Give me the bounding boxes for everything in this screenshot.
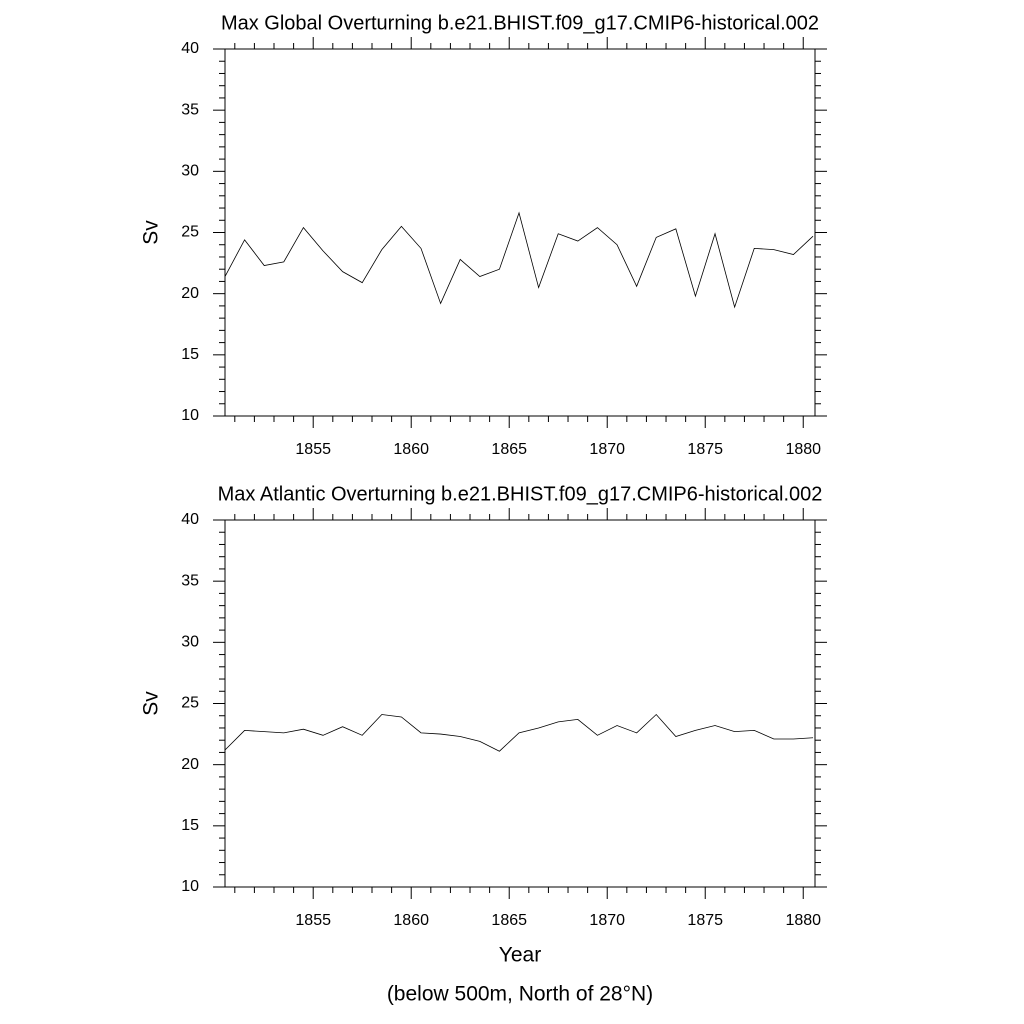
- x-axis-label: Year: [499, 944, 541, 967]
- x-tick-label: 1875: [687, 912, 723, 929]
- x-tick-label: 1880: [785, 441, 821, 458]
- x-tick-label: 1865: [491, 441, 527, 458]
- x-tick-label: 1860: [393, 441, 429, 458]
- y-tick-label: 10: [181, 878, 199, 895]
- x-tick-label: 1870: [589, 912, 625, 929]
- y-axis-label: Sv: [140, 220, 163, 245]
- y-tick-label: 35: [181, 101, 199, 118]
- plot-frame: [224, 519, 816, 888]
- y-tick-label: 20: [181, 285, 199, 302]
- y-tick-label: 15: [181, 346, 199, 363]
- x-tick-label: 1875: [687, 441, 723, 458]
- x-tick-label: 1880: [785, 912, 821, 929]
- y-tick-label: 10: [181, 407, 199, 424]
- y-tick-label: 25: [181, 224, 199, 241]
- x-tick-label: 1855: [295, 912, 331, 929]
- x-tick-label: 1865: [491, 912, 527, 929]
- y-tick-label: 30: [181, 163, 199, 180]
- chart-title: Max Atlantic Overturning b.e21.BHIST.f09…: [218, 483, 823, 505]
- plot-frame: [224, 48, 816, 417]
- chart-title: Max Global Overturning b.e21.BHIST.f09_g…: [221, 12, 819, 34]
- x-tick-label: 1860: [393, 912, 429, 929]
- y-tick-label: 40: [181, 40, 199, 57]
- data-line: [224, 713, 814, 752]
- data-line: [224, 211, 814, 309]
- note: (below 500m, North of 28°N): [387, 983, 653, 1006]
- x-tick-label: 1855: [295, 441, 331, 458]
- y-tick-label: 30: [181, 634, 199, 651]
- y-tick-label: 15: [181, 817, 199, 834]
- y-tick-label: 20: [181, 756, 199, 773]
- y-tick-label: 40: [181, 511, 199, 528]
- y-tick-label: 35: [181, 572, 199, 589]
- x-tick-label: 1870: [589, 441, 625, 458]
- y-tick-label: 25: [181, 695, 199, 712]
- y-axis-label: Sv: [140, 691, 163, 716]
